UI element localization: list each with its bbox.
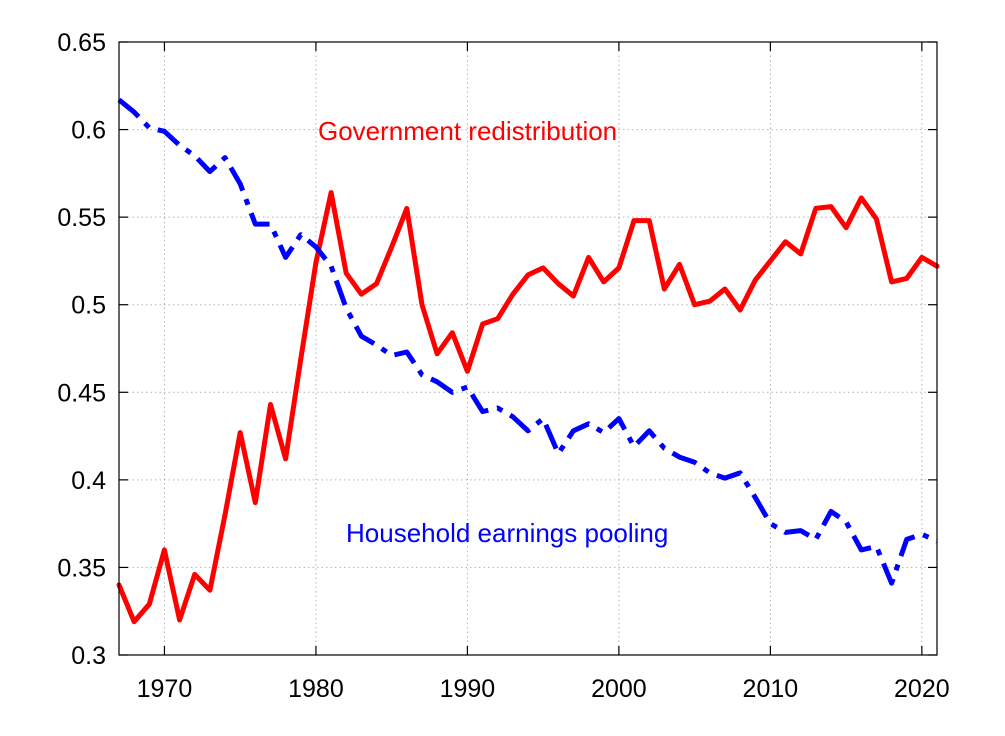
axis-ticks [119,41,937,656]
series-line-government-redistribution [116,190,940,625]
series-lines [116,97,940,625]
y-tick-label: 0.4 [71,467,106,495]
plot-frame [118,41,938,656]
plot-background [119,42,937,655]
y-tick-label: 0.65 [57,29,106,57]
series-label-government-redistribution: Government redistribution [318,116,617,146]
x-tick-label: 1990 [440,675,496,703]
x-tick-label: 1980 [288,675,344,703]
x-tick-labels: 1970 1980 1990 2000 2010 2020 [137,675,950,703]
y-tick-label: 0.45 [57,379,106,407]
x-tick-label: 2010 [743,675,799,703]
series-label-household-earnings-pooling: Household earnings pooling [346,518,668,548]
x-tick-label: 1970 [137,675,193,703]
y-tick-label: 0.55 [57,204,106,232]
y-tick-label: 0.6 [71,117,106,145]
y-tick-labels: 0.3 0.35 0.4 0.45 0.5 0.55 0.6 0.65 [57,29,106,670]
y-tick-label: 0.5 [71,292,106,320]
series-line-household-earnings-pooling [117,97,939,586]
y-tick-label: 0.35 [57,554,106,582]
y-tick-label: 0.3 [71,642,106,670]
x-tick-label: 2020 [894,675,950,703]
x-tick-label: 2000 [591,675,647,703]
